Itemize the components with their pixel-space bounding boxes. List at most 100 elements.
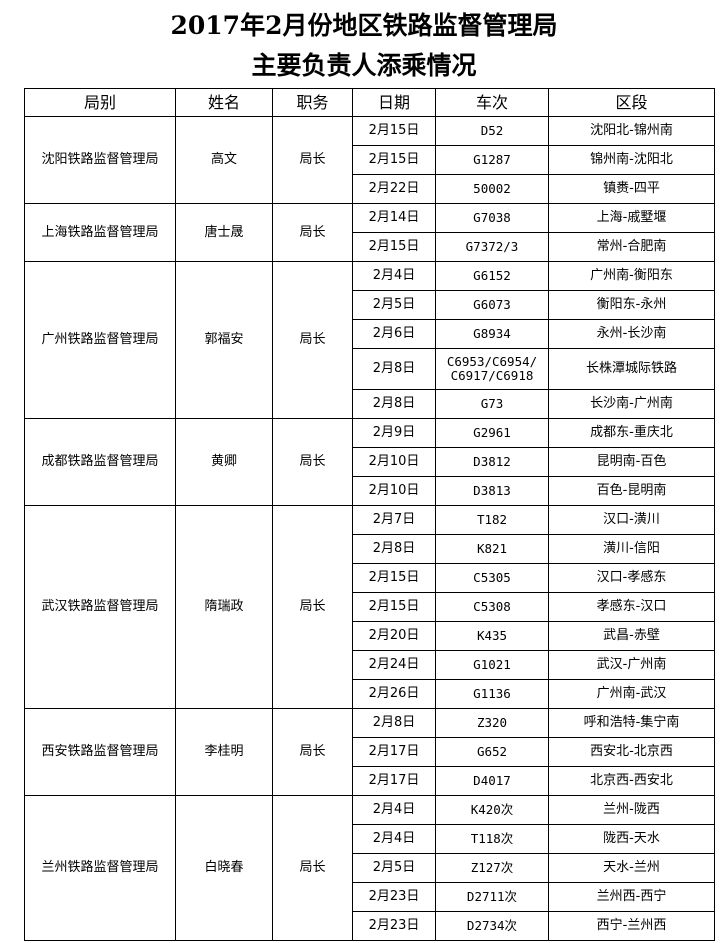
train-cell: D2711次 bbox=[435, 882, 549, 912]
section-cell: 百色-昆明南 bbox=[548, 476, 715, 506]
person-name-cell: 高文 bbox=[175, 116, 273, 204]
table-row: 上海铁路监督管理局 唐士晟 局长 2月14日 G7038 上海-戚墅堰 bbox=[24, 203, 715, 262]
table-row: 2月15日 G7372/3 常州-合肥南 bbox=[25, 232, 715, 262]
train-cell: T182 bbox=[435, 505, 549, 535]
table-row: 2月26日 G1136 广州南-武汉 bbox=[25, 679, 715, 709]
section-cell: 兰州西-西宁 bbox=[548, 882, 715, 912]
section-cell: 呼和浩特-集宁南 bbox=[548, 708, 715, 738]
section-cell: 昆明南-百色 bbox=[548, 447, 715, 477]
table-row: 2月5日 G6073 衡阳东-永州 bbox=[25, 290, 715, 320]
table-row: 武汉铁路监督管理局 隋瑞政 局长 2月7日 T182 汉口-潢川 bbox=[24, 505, 715, 709]
train-cell: Z127次 bbox=[435, 853, 549, 883]
date-cell: 2月4日 bbox=[352, 824, 436, 854]
header-date: 日期 bbox=[352, 88, 436, 117]
date-cell: 2月5日 bbox=[352, 290, 436, 320]
section-cell: 衡阳东-永州 bbox=[548, 290, 715, 320]
bureau-cell: 兰州铁路监督管理局 bbox=[24, 795, 176, 941]
train-cell: D4017 bbox=[435, 766, 549, 796]
position-cell: 局长 bbox=[272, 261, 353, 419]
date-cell: 2月20日 bbox=[352, 621, 436, 651]
table-row: 2月8日 C6953/C6954/ C6917/C6918 长株潭城际铁路 bbox=[25, 348, 715, 390]
train-cell: G652 bbox=[435, 737, 549, 767]
document-title: 2017年2月份地区铁路监督管理局 bbox=[170, 11, 558, 40]
header-bureau: 局别 bbox=[24, 88, 176, 117]
section-cell: 武昌-赤壁 bbox=[548, 621, 715, 651]
section-cell: 北京西-西安北 bbox=[548, 766, 715, 796]
date-cell: 2月22日 bbox=[352, 174, 436, 204]
section-cell: 潢川-信阳 bbox=[548, 534, 715, 564]
train-cell: C6953/C6954/ C6917/C6918 bbox=[435, 348, 549, 390]
section-cell: 上海-戚墅堰 bbox=[548, 203, 715, 233]
person-name-cell: 郭福安 bbox=[175, 261, 273, 419]
position-cell: 局长 bbox=[272, 116, 353, 204]
date-cell: 2月8日 bbox=[352, 389, 436, 419]
train-cell: D2734次 bbox=[435, 911, 549, 941]
table-row: 2月17日 G652 西安北-北京西 bbox=[25, 737, 715, 767]
train-cell: K420次 bbox=[435, 795, 549, 825]
section-cell: 武汉-广州南 bbox=[548, 650, 715, 680]
table-row: 2月23日 D2711次 兰州西-西宁 bbox=[25, 882, 715, 912]
train-cell: G1021 bbox=[435, 650, 549, 680]
train-cell: G8934 bbox=[435, 319, 549, 349]
date-cell: 2月8日 bbox=[352, 348, 436, 390]
position-cell: 局长 bbox=[272, 708, 353, 796]
table-row: 2月6日 G8934 永州-长沙南 bbox=[25, 319, 715, 349]
train-cell: C5308 bbox=[435, 592, 549, 622]
table-row: 2月23日 D2734次 西宁-兰州西 bbox=[25, 911, 715, 941]
position-cell: 局长 bbox=[272, 203, 353, 262]
date-cell: 2月9日 bbox=[352, 418, 436, 448]
section-cell: 锦州南-沈阳北 bbox=[548, 145, 715, 175]
date-cell: 2月23日 bbox=[352, 911, 436, 941]
inspection-table: 局别 姓名 职务 日期 车次 区段 沈阳铁路监督管理局 高文 局长 2月15日 D52 沈… bbox=[24, 88, 715, 941]
table-row: 兰州铁路监督管理局 白晓春 局长 2月4日 K420次 兰州-陇西 bbox=[24, 795, 715, 941]
table-row: 2月5日 Z127次 天水-兰州 bbox=[25, 853, 715, 883]
section-cell: 汉口-潢川 bbox=[548, 505, 715, 535]
train-cell: D3813 bbox=[435, 476, 549, 506]
date-cell: 2月10日 bbox=[352, 447, 436, 477]
date-cell: 2月26日 bbox=[352, 679, 436, 709]
train-cell: 50002 bbox=[435, 174, 549, 204]
position-cell: 局长 bbox=[272, 505, 353, 709]
date-cell: 2月8日 bbox=[352, 534, 436, 564]
section-cell: 兰州-陇西 bbox=[548, 795, 715, 825]
train-cell: C5305 bbox=[435, 563, 549, 593]
table-row: 2月4日 T118次 陇西-天水 bbox=[25, 824, 715, 854]
train-cell: G2961 bbox=[435, 418, 549, 448]
table-row: 成都铁路监督管理局 黄卿 局长 2月9日 G2961 成都东-重庆北 bbox=[24, 418, 715, 506]
table-row: 2月15日 C5305 汉口-孝感东 bbox=[25, 563, 715, 593]
bureau-cell: 上海铁路监督管理局 bbox=[24, 203, 176, 262]
date-cell: 2月17日 bbox=[352, 737, 436, 767]
train-cell: G6073 bbox=[435, 290, 549, 320]
date-cell: 2月14日 bbox=[352, 203, 436, 233]
section-cell: 孝感东-汉口 bbox=[548, 592, 715, 622]
person-name-cell: 白晓春 bbox=[175, 795, 273, 941]
train-cell: G7372/3 bbox=[435, 232, 549, 262]
person-name-cell: 黄卿 bbox=[175, 418, 273, 506]
train-cell: K821 bbox=[435, 534, 549, 564]
table-row: 沈阳铁路监督管理局 高文 局长 2月15日 D52 沈阳北-锦州南 bbox=[24, 116, 715, 204]
table-row: 2月10日 D3812 昆明南-百色 bbox=[25, 447, 715, 477]
section-cell: 永州-长沙南 bbox=[548, 319, 715, 349]
section-cell: 广州南-武汉 bbox=[548, 679, 715, 709]
train-cell: G6152 bbox=[435, 261, 549, 291]
table-row: 2月15日 G1287 锦州南-沈阳北 bbox=[25, 145, 715, 175]
date-cell: 2月15日 bbox=[352, 563, 436, 593]
train-cell: G73 bbox=[435, 389, 549, 419]
person-name-cell: 李桂明 bbox=[175, 708, 273, 796]
header-section: 区段 bbox=[548, 88, 715, 117]
train-cell: G1287 bbox=[435, 145, 549, 175]
bureau-cell: 广州铁路监督管理局 bbox=[24, 261, 176, 419]
train-cell: G1136 bbox=[435, 679, 549, 709]
bureau-cell: 西安铁路监督管理局 bbox=[24, 708, 176, 796]
date-cell: 2月15日 bbox=[352, 116, 436, 146]
person-name-cell: 隋瑞政 bbox=[175, 505, 273, 709]
section-cell: 广州南-衡阳东 bbox=[548, 261, 715, 291]
date-cell: 2月15日 bbox=[352, 592, 436, 622]
date-cell: 2月8日 bbox=[352, 708, 436, 738]
date-cell: 2月5日 bbox=[352, 853, 436, 883]
header-row: 局别 姓名 职务 日期 车次 区段 bbox=[24, 88, 715, 117]
date-cell: 2月6日 bbox=[352, 319, 436, 349]
section-cell: 沈阳北-锦州南 bbox=[548, 116, 715, 146]
train-cell: D52 bbox=[435, 116, 549, 146]
train-cell: K435 bbox=[435, 621, 549, 651]
